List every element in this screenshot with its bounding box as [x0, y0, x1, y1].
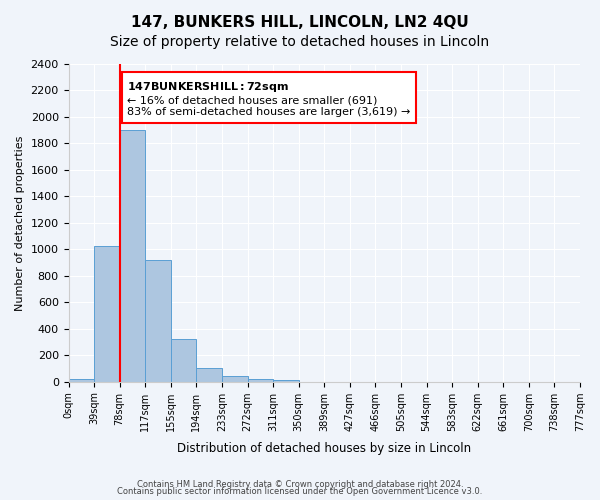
Text: Contains public sector information licensed under the Open Government Licence v3: Contains public sector information licen… — [118, 487, 482, 496]
Bar — [196, 368, 222, 382]
Text: $\bf{147 BUNKERS HILL: 72sqm}$
← 16% of detached houses are smaller (691)
83% of: $\bf{147 BUNKERS HILL: 72sqm}$ ← 16% of … — [127, 80, 411, 117]
Text: Size of property relative to detached houses in Lincoln: Size of property relative to detached ho… — [110, 35, 490, 49]
Text: 147, BUNKERS HILL, LINCOLN, LN2 4QU: 147, BUNKERS HILL, LINCOLN, LN2 4QU — [131, 15, 469, 30]
X-axis label: Distribution of detached houses by size in Lincoln: Distribution of detached houses by size … — [177, 442, 472, 455]
Y-axis label: Number of detached properties: Number of detached properties — [15, 135, 25, 310]
Bar — [273, 380, 299, 382]
Bar — [68, 379, 94, 382]
Bar — [248, 379, 273, 382]
Bar — [145, 260, 171, 382]
Bar — [171, 340, 196, 382]
Bar — [94, 246, 119, 382]
Bar — [222, 376, 248, 382]
Text: Contains HM Land Registry data © Crown copyright and database right 2024.: Contains HM Land Registry data © Crown c… — [137, 480, 463, 489]
Bar — [119, 130, 145, 382]
